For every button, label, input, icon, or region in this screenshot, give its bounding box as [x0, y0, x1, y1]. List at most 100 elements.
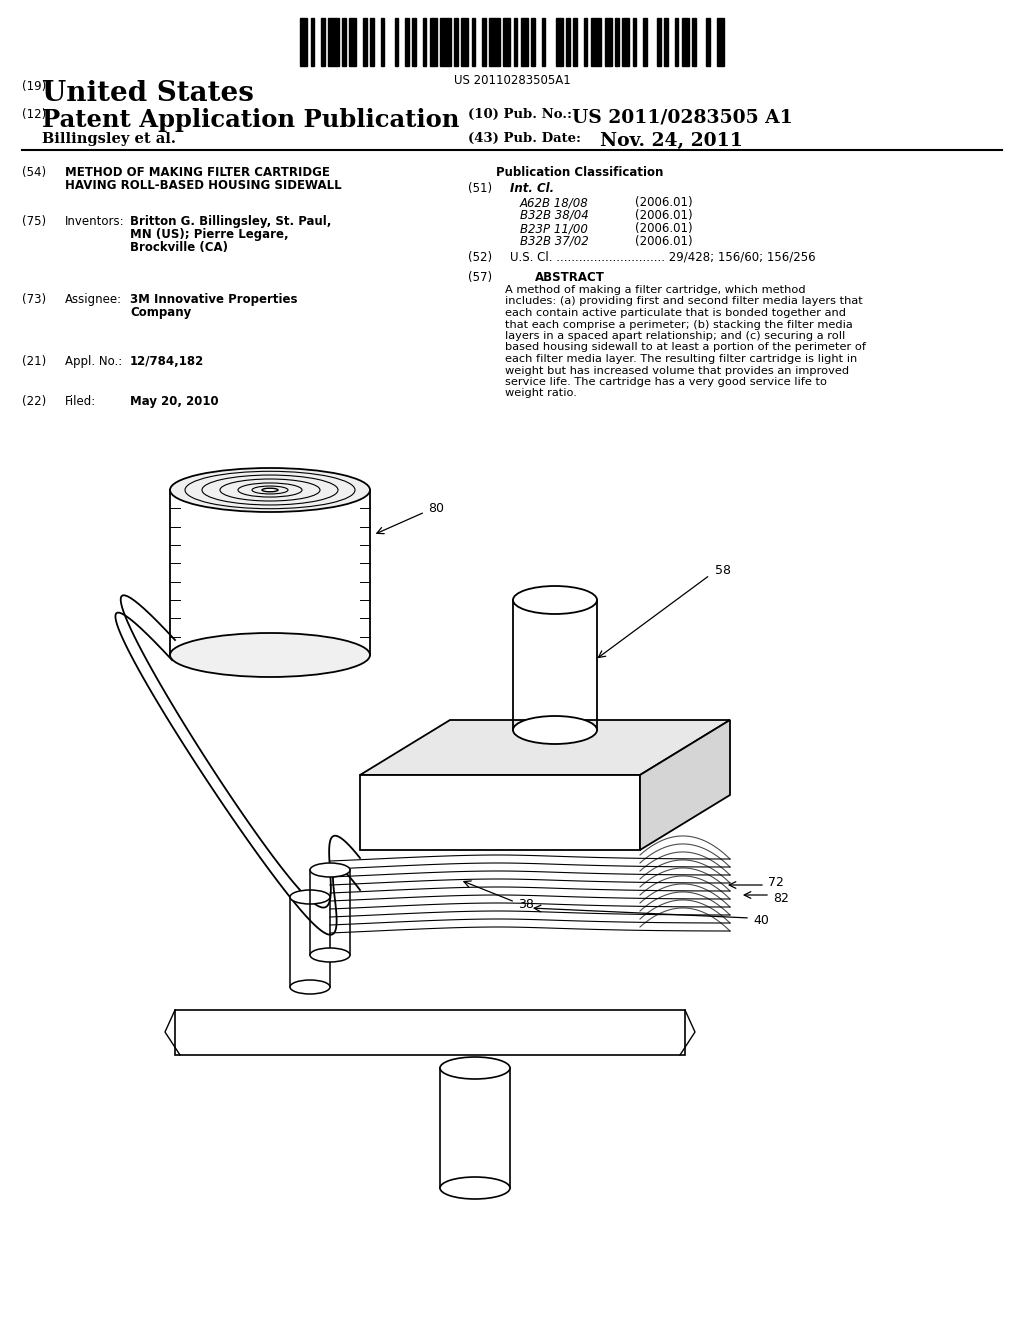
Bar — [440, 18, 451, 66]
Ellipse shape — [262, 488, 278, 492]
Text: HAVING ROLL-BASED HOUSING SIDEWALL: HAVING ROLL-BASED HOUSING SIDEWALL — [65, 180, 342, 191]
Ellipse shape — [310, 948, 350, 962]
Text: Int. Cl.: Int. Cl. — [510, 182, 554, 195]
Bar — [542, 18, 546, 66]
Bar — [707, 18, 710, 66]
Text: (21): (21) — [22, 355, 46, 368]
Polygon shape — [640, 719, 730, 850]
Text: B23P 11/00: B23P 11/00 — [520, 222, 588, 235]
Text: 30: 30 — [472, 1034, 488, 1047]
Text: (12): (12) — [22, 108, 46, 121]
Text: (52): (52) — [468, 251, 493, 264]
Bar — [643, 18, 647, 66]
Text: each contain active particulate that is bonded together and: each contain active particulate that is … — [505, 308, 846, 318]
Bar — [573, 18, 577, 66]
Bar — [521, 18, 527, 66]
Text: 72: 72 — [768, 875, 784, 888]
Bar — [461, 18, 468, 66]
Bar — [342, 18, 345, 66]
Text: (43) Pub. Date:: (43) Pub. Date: — [468, 132, 581, 145]
Bar — [692, 18, 696, 66]
Bar — [406, 18, 409, 66]
Bar — [423, 18, 426, 66]
Text: ABSTRACT: ABSTRACT — [536, 271, 605, 284]
Ellipse shape — [310, 863, 350, 876]
Bar — [665, 18, 668, 66]
Ellipse shape — [170, 634, 370, 677]
Polygon shape — [360, 775, 640, 850]
Text: (73): (73) — [22, 293, 46, 306]
Text: Patent Application Publication: Patent Application Publication — [42, 108, 460, 132]
Text: Inventors:: Inventors: — [65, 215, 125, 228]
Ellipse shape — [290, 979, 330, 994]
Text: B32B 37/02: B32B 37/02 — [520, 235, 589, 248]
Text: weight but has increased volume that provides an improved: weight but has increased volume that pro… — [505, 366, 849, 375]
Bar — [489, 18, 500, 66]
Text: (51): (51) — [468, 182, 493, 195]
Ellipse shape — [513, 715, 597, 744]
Text: MN (US); Pierre Legare,: MN (US); Pierre Legare, — [130, 228, 289, 242]
Bar — [381, 18, 384, 66]
Text: weight ratio.: weight ratio. — [505, 388, 577, 399]
Bar — [615, 18, 618, 66]
Text: includes: (a) providing first and second filter media layers that: includes: (a) providing first and second… — [505, 297, 863, 306]
Bar — [310, 18, 314, 66]
Text: US 20110283505A1: US 20110283505A1 — [454, 74, 570, 87]
Text: (2006.01): (2006.01) — [635, 235, 692, 248]
Text: (2006.01): (2006.01) — [635, 222, 692, 235]
Bar — [328, 18, 339, 66]
Bar — [514, 18, 517, 66]
Polygon shape — [360, 719, 730, 775]
Bar — [364, 18, 367, 66]
Ellipse shape — [290, 890, 330, 904]
Bar — [472, 18, 475, 66]
Text: 40: 40 — [753, 915, 769, 928]
Text: Billingsley et al.: Billingsley et al. — [42, 132, 176, 147]
Ellipse shape — [513, 586, 597, 614]
Text: Publication Classification: Publication Classification — [497, 166, 664, 180]
Ellipse shape — [440, 1177, 510, 1199]
Bar — [482, 18, 485, 66]
Bar — [675, 18, 679, 66]
Bar — [717, 18, 724, 66]
Bar — [430, 18, 436, 66]
Text: Britton G. Billingsley, St. Paul,: Britton G. Billingsley, St. Paul, — [130, 215, 332, 228]
Bar — [322, 18, 325, 66]
Text: (57): (57) — [468, 271, 493, 284]
Bar — [682, 18, 689, 66]
Text: Filed:: Filed: — [65, 395, 96, 408]
Text: (2006.01): (2006.01) — [635, 195, 692, 209]
Text: 80: 80 — [428, 502, 444, 515]
Bar — [455, 18, 458, 66]
Text: (19): (19) — [22, 81, 46, 92]
Text: (75): (75) — [22, 215, 46, 228]
Text: METHOD OF MAKING FILTER CARTRIDGE: METHOD OF MAKING FILTER CARTRIDGE — [65, 166, 330, 180]
Text: (54): (54) — [22, 166, 46, 180]
Bar — [370, 18, 374, 66]
Bar — [531, 18, 535, 66]
Bar — [349, 18, 356, 66]
Text: May 20, 2010: May 20, 2010 — [130, 395, 219, 408]
Text: B32B 38/04: B32B 38/04 — [520, 209, 589, 222]
Bar — [591, 18, 601, 66]
Ellipse shape — [440, 1057, 510, 1078]
Bar — [503, 18, 510, 66]
Bar — [300, 18, 307, 66]
Text: U.S. Cl. ............................. 29/428; 156/60; 156/256: U.S. Cl. ............................. 2… — [510, 251, 816, 264]
Text: 58: 58 — [715, 564, 731, 577]
Bar — [605, 18, 612, 66]
Bar — [394, 18, 398, 66]
Text: 3M Innovative Properties: 3M Innovative Properties — [130, 293, 298, 306]
Text: 12/784,182: 12/784,182 — [130, 355, 204, 368]
Text: Brockville (CA): Brockville (CA) — [130, 242, 228, 253]
Bar — [623, 18, 630, 66]
Text: service life. The cartridge has a very good service life to: service life. The cartridge has a very g… — [505, 378, 827, 387]
Text: A62B 18/08: A62B 18/08 — [520, 195, 589, 209]
Text: (10) Pub. No.:: (10) Pub. No.: — [468, 108, 572, 121]
Text: (2006.01): (2006.01) — [635, 209, 692, 222]
Bar — [657, 18, 660, 66]
Text: Assignee:: Assignee: — [65, 293, 122, 306]
Text: Appl. No.:: Appl. No.: — [65, 355, 122, 368]
Ellipse shape — [170, 469, 370, 512]
Text: (22): (22) — [22, 395, 46, 408]
